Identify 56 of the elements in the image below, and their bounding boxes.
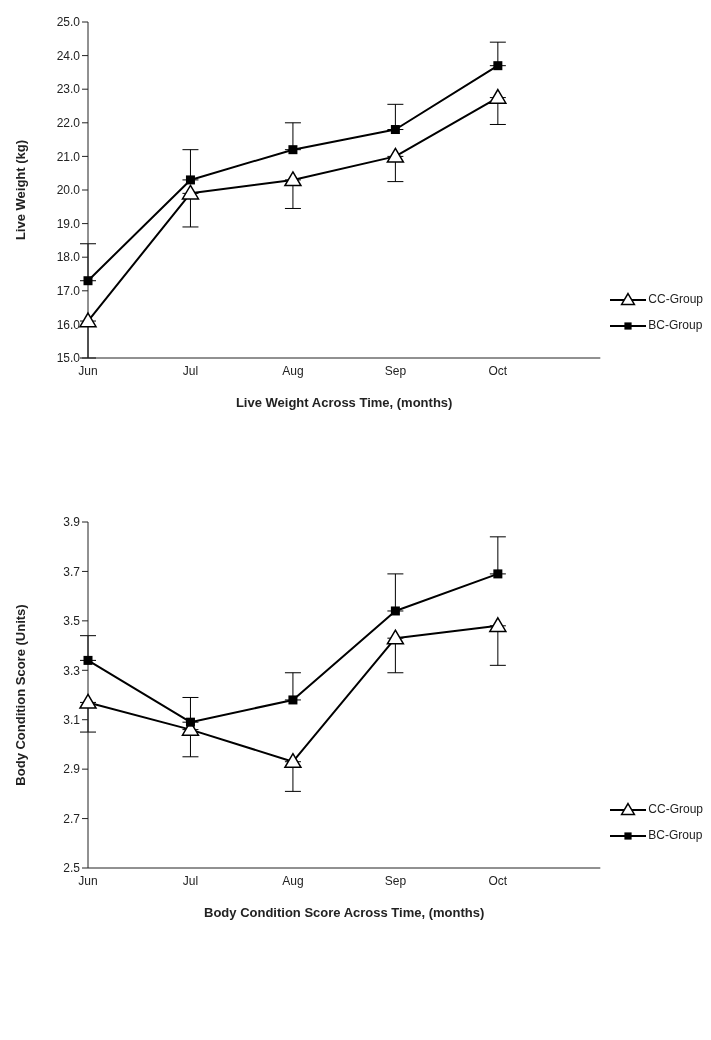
point <box>288 145 298 155</box>
x-tick-label: Oct <box>488 363 508 378</box>
y-tick-label: 2.9 <box>63 762 81 777</box>
y-tick-label: 23.0 <box>56 82 81 97</box>
x-tick-label: Sep <box>384 873 407 888</box>
x-tick-label: Aug <box>282 873 304 888</box>
y-tick-label: 3.7 <box>63 564 81 579</box>
y-tick-label: 25.0 <box>56 15 81 30</box>
point <box>288 695 298 705</box>
x-tick-label: Jul <box>182 873 199 888</box>
y-tick-label: 18.0 <box>56 250 81 265</box>
point <box>386 629 405 645</box>
x-tick-label: Jun <box>78 873 98 888</box>
point <box>79 693 97 709</box>
point <box>493 61 503 71</box>
point <box>83 276 93 286</box>
legend-label: BC-Group <box>648 318 703 332</box>
point <box>284 752 302 769</box>
x-tick-label: Oct <box>488 873 508 888</box>
y-tick-label: 19.0 <box>56 216 81 231</box>
y-tick-label: 17.0 <box>56 284 81 299</box>
point <box>181 184 200 200</box>
point <box>390 606 400 616</box>
x-tick-label: Jun <box>78 363 98 378</box>
x-axis-title: Body Condition Score Across Time, (months) <box>204 905 485 921</box>
legend-label: CC-Group <box>648 802 703 816</box>
y-tick-label: 3.3 <box>63 663 81 678</box>
legend-label: BC-Group <box>648 828 703 842</box>
y-tick-label: 15.0 <box>56 351 81 366</box>
point <box>493 569 503 579</box>
y-tick-label: 20.0 <box>56 183 81 198</box>
y-tick-label: 24.0 <box>56 48 81 63</box>
point <box>489 617 507 633</box>
y-tick-label: 2.7 <box>63 811 81 826</box>
y-tick-label: 22.0 <box>56 116 81 131</box>
point <box>390 125 400 135</box>
y-axis-title: Live Weight (kg) <box>12 139 28 241</box>
x-axis-title: Live Weight Across Time, (months) <box>235 395 453 411</box>
point <box>79 312 97 328</box>
y-axis-title: Body Condition Score (Units) <box>12 604 28 786</box>
point <box>284 171 302 187</box>
x-tick-label: Jul <box>182 363 199 378</box>
x-tick-label: Aug <box>282 363 304 378</box>
y-tick-label: 21.0 <box>56 149 81 164</box>
y-tick-label: 3.9 <box>63 515 81 530</box>
point <box>185 175 195 185</box>
x-tick-label: Sep <box>384 363 407 378</box>
point <box>185 717 195 727</box>
y-tick-label: 3.1 <box>63 712 81 727</box>
point <box>83 655 93 665</box>
point <box>386 147 405 163</box>
y-tick-label: 3.5 <box>63 614 81 629</box>
y-tick-label: 2.5 <box>63 861 81 876</box>
y-tick-label: 16.0 <box>56 317 81 332</box>
point <box>489 88 507 104</box>
legend-label: CC-Group <box>648 292 703 306</box>
